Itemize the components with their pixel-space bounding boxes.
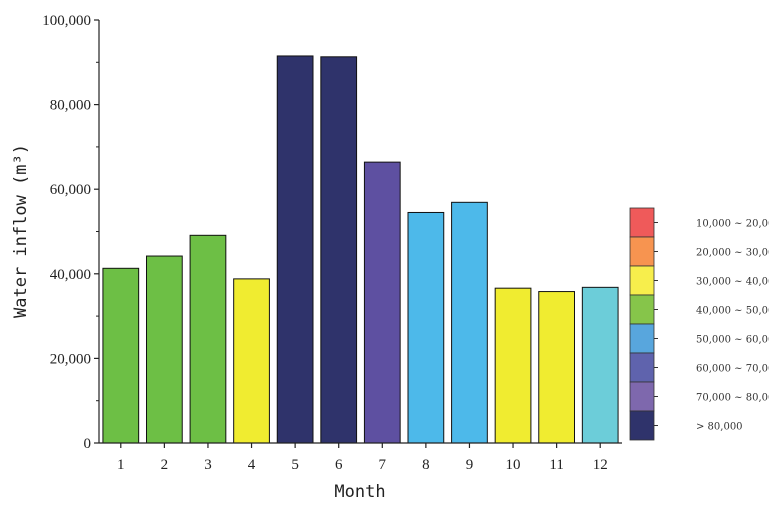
bar-month-12 bbox=[581, 286, 619, 444]
legend-swatch bbox=[629, 236, 655, 267]
legend-swatch bbox=[629, 381, 655, 412]
x-tick-label: 1 bbox=[117, 457, 125, 473]
x-tick-label: 2 bbox=[161, 457, 169, 473]
legend-label: 20,000 ~ 30,000 bbox=[696, 248, 769, 259]
bar-month-9 bbox=[451, 201, 488, 444]
x-tick-label: 6 bbox=[335, 457, 343, 473]
bar-month-4 bbox=[233, 278, 270, 444]
legend-swatch bbox=[629, 265, 655, 296]
x-tick-label: 12 bbox=[593, 457, 608, 473]
bar-month-11 bbox=[538, 291, 575, 444]
bars bbox=[102, 55, 619, 444]
y-tick-label: 40,000 bbox=[50, 267, 91, 283]
x-tick-label: 11 bbox=[549, 457, 563, 473]
y-tick-label: 60,000 bbox=[50, 182, 91, 198]
legend-label: > 80,000 bbox=[696, 422, 743, 433]
legend-swatch bbox=[629, 294, 655, 325]
bar-month-5 bbox=[276, 55, 314, 444]
bar-month-1 bbox=[102, 267, 140, 444]
legend-label: 40,000 ~ 50,000 bbox=[696, 306, 769, 317]
y-axis-ticks: 0 20,000 40,000 60,000 80,000 100,000 bbox=[42, 13, 99, 452]
y-tick-label: 20,000 bbox=[50, 351, 91, 367]
bar-month-8 bbox=[407, 211, 445, 444]
legend-label: 10,000 ~ 20,000 bbox=[696, 219, 769, 230]
legend-label: 70,000 ~ 80,000 bbox=[696, 393, 769, 404]
legend-label: 50,000 ~ 60,000 bbox=[696, 335, 769, 346]
legend-label: 60,000 ~ 70,000 bbox=[696, 364, 769, 375]
y-tick-label: 80,000 bbox=[50, 98, 91, 114]
bar-month-7 bbox=[363, 161, 401, 444]
y-axis-title: Water inflow (m³) bbox=[11, 144, 31, 318]
legend-swatch bbox=[629, 323, 655, 354]
x-tick-label: 9 bbox=[466, 457, 474, 473]
x-axis-title: Month bbox=[334, 482, 385, 502]
bar-month-10 bbox=[494, 287, 532, 444]
legend-swatch bbox=[629, 352, 655, 383]
x-tick-label: 4 bbox=[248, 457, 256, 473]
legend-label: 30,000 ~ 40,000 bbox=[696, 277, 769, 288]
x-tick-label: 7 bbox=[379, 457, 387, 473]
bar-month-2 bbox=[146, 255, 183, 444]
legend: 10,000 ~ 20,000 20,000 ~ 30,000 30,000 ~ 4… bbox=[629, 207, 769, 441]
bar-month-3 bbox=[189, 234, 227, 444]
x-tick-label: 5 bbox=[291, 457, 299, 473]
bar-month-6 bbox=[320, 56, 358, 444]
legend-swatch bbox=[629, 410, 655, 441]
y-tick-label: 0 bbox=[84, 436, 92, 452]
x-axis-ticks: 1 2 3 4 5 6 7 8 9 10 11 12 bbox=[117, 443, 608, 473]
x-tick-label: 10 bbox=[506, 457, 521, 473]
y-tick-label: 100,000 bbox=[42, 13, 91, 29]
x-tick-label: 8 bbox=[422, 457, 430, 473]
legend-swatch bbox=[629, 207, 655, 238]
x-tick-label: 3 bbox=[204, 457, 212, 473]
